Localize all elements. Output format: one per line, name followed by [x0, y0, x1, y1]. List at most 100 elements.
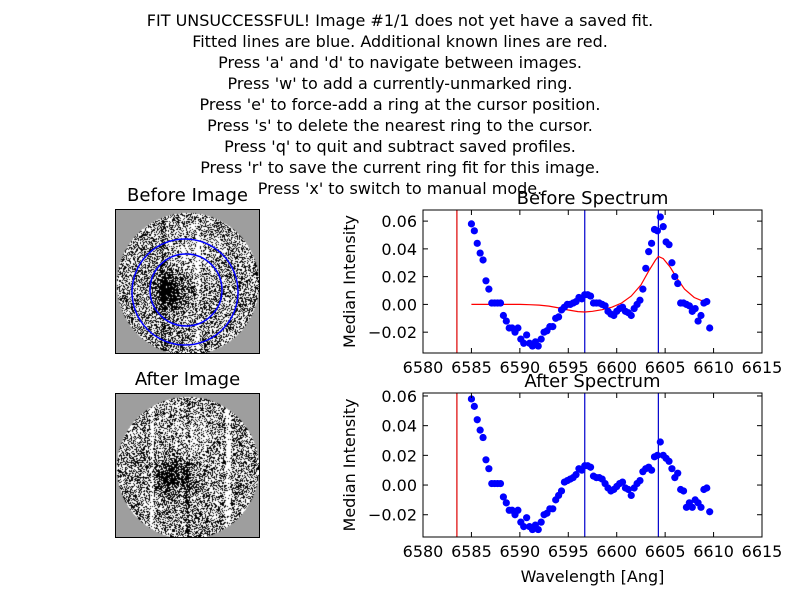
x-tick-label: 6610: [693, 358, 734, 377]
data-point: [534, 342, 542, 350]
data-point: [706, 324, 714, 332]
data-point: [706, 508, 714, 516]
data-point: [601, 302, 609, 310]
data-point: [624, 485, 632, 494]
data-point: [668, 465, 676, 473]
before-image[interactable]: [115, 209, 260, 354]
data-point: [496, 479, 505, 488]
chart-after-spectrum: 6580 6585 6590 6595 6600 6605 6610 6615 −0.02 0.0…: [340, 371, 782, 586]
instruction-line: Press 'x' to switch to manual mode.: [257, 179, 543, 198]
y-tick-label: 0.02: [381, 268, 417, 287]
data-point: [523, 331, 531, 339]
data-point: [496, 299, 505, 307]
data-point: [470, 227, 478, 235]
x-axis-label: Wavelength [Ang]: [521, 567, 665, 586]
plot-frame: [422, 392, 763, 538]
x-tick-label: 6590: [499, 358, 540, 377]
instruction-line: Press 'e' to force-add a ring at the cur…: [199, 95, 601, 114]
x-tick-label: 6590: [499, 542, 540, 561]
data-point: [467, 395, 476, 403]
x-tick-label: 6615: [742, 358, 783, 377]
data-point: [482, 456, 490, 464]
data-point: [476, 426, 484, 434]
x-tick-label: 6610: [693, 542, 734, 561]
x-tick-label: 6585: [451, 542, 492, 561]
instruction-line: Press 'w' to add a currently-unmarked ri…: [227, 74, 573, 93]
data-point: [656, 438, 664, 446]
x-tick-label: 6585: [451, 358, 492, 377]
instruction-line: Press 'r' to save the current ring fit f…: [200, 158, 600, 177]
data-point: [482, 277, 490, 285]
y-tick-label: −0.02: [368, 323, 417, 342]
y-tick-label: 0.06: [381, 212, 417, 231]
data-point: [499, 311, 507, 320]
data-point: [685, 302, 693, 310]
data-point: [671, 273, 679, 281]
data-point: [537, 518, 545, 526]
data-point: [514, 506, 522, 514]
after-image[interactable]: [115, 393, 260, 538]
data-point: [653, 451, 661, 459]
ring-overlay: [131, 238, 239, 346]
data-point: [502, 499, 510, 507]
y-tick-label: 0.00: [381, 295, 417, 314]
x-tick-label: 6595: [548, 542, 589, 561]
data-point: [467, 220, 476, 228]
data-point: [485, 285, 493, 293]
data-point: [647, 239, 656, 247]
data-point: [523, 514, 531, 522]
y-tick-label: 0.06: [381, 387, 417, 406]
data-point: [586, 292, 595, 300]
data-point: [665, 457, 673, 465]
data-point: [627, 491, 635, 500]
data-point: [479, 433, 487, 442]
instructions-block: FIT UNSUCCESSFUL! Image #1/1 does not ye…: [0, 10, 800, 199]
x-tick-label: 6580: [403, 358, 444, 377]
x-tick-label: 6595: [548, 358, 589, 377]
y-tick-label: 0.00: [381, 476, 417, 495]
data-point: [674, 279, 682, 288]
x-tick-label: 6615: [742, 542, 783, 561]
data-point: [549, 323, 557, 331]
data-point: [642, 264, 650, 272]
data-point: [502, 317, 510, 325]
y-tick-label: −0.02: [368, 506, 417, 525]
data-point: [659, 223, 667, 231]
x-tick-label: 6605: [645, 542, 686, 561]
data-point: [514, 324, 522, 332]
data-point: [473, 239, 481, 247]
plot-frame: [422, 209, 763, 354]
data-point: [520, 523, 528, 531]
fit-curve: [471, 255, 710, 313]
data-point: [697, 503, 705, 511]
data-point: [534, 525, 542, 534]
data-point: [485, 465, 493, 473]
y-tick-label: 0.04: [381, 240, 417, 259]
before-image-canvas: [116, 210, 259, 353]
data-point: [479, 256, 487, 264]
data-point: [549, 505, 557, 513]
data-point: [627, 311, 635, 320]
y-tick-label: 0.04: [381, 417, 417, 436]
data-point: [586, 463, 595, 471]
y-tick-label: 0.02: [381, 446, 417, 465]
data-point: [674, 469, 682, 477]
data-point: [691, 304, 699, 313]
data-point: [636, 296, 644, 304]
data-point: [618, 478, 627, 486]
data-point: [636, 476, 644, 485]
data-point: [694, 317, 702, 325]
data-point: [473, 416, 481, 424]
chart-title: After Spectrum: [524, 371, 660, 392]
x-tick-label: 6600: [596, 358, 637, 377]
fitted-ring-outer: [131, 238, 239, 346]
data-point: [703, 298, 711, 306]
chart-title: Before Spectrum: [517, 188, 669, 209]
after-image-canvas: [116, 394, 259, 537]
data-point: [537, 335, 545, 343]
x-tick-label: 6580: [403, 542, 444, 561]
data-point: [647, 466, 656, 474]
data-point: [645, 248, 653, 256]
instruction-line: Fitted lines are blue. Additional known …: [192, 32, 608, 51]
